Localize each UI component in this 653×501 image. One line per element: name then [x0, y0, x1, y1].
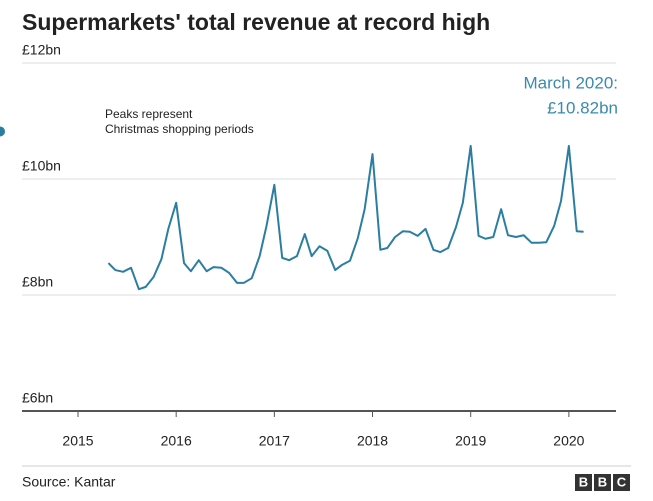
x-tick-label: 2016: [161, 433, 192, 449]
x-tick-label: 2020: [553, 433, 584, 449]
annotation-callout: £10.82bn: [547, 98, 618, 117]
source: Source: Kantar: [22, 474, 116, 490]
data-line: [107, 144, 584, 291]
y-tick-label: £6bn: [22, 390, 53, 406]
x-tick-label: 2018: [357, 433, 388, 449]
y-tick-label: £10bn: [22, 158, 61, 174]
x-tick-label: 2015: [62, 433, 93, 449]
chart-title: Supermarkets' total revenue at record hi…: [22, 9, 490, 35]
y-tick-label: £8bn: [22, 274, 53, 290]
x-tick-label: 2017: [259, 433, 290, 449]
annotation-note: Christmas shopping periods: [105, 122, 254, 136]
annotation-note: Peaks represent: [105, 107, 193, 121]
logo-letter: B: [579, 474, 588, 489]
annotation-callout: March 2020:: [524, 73, 619, 92]
y-tick-label: £12bn: [22, 42, 61, 58]
logo: [575, 474, 630, 491]
logo-letter: C: [617, 474, 627, 489]
x-tick-label: 2019: [455, 433, 486, 449]
end-point: [0, 126, 5, 137]
logo-letter: B: [598, 474, 607, 489]
